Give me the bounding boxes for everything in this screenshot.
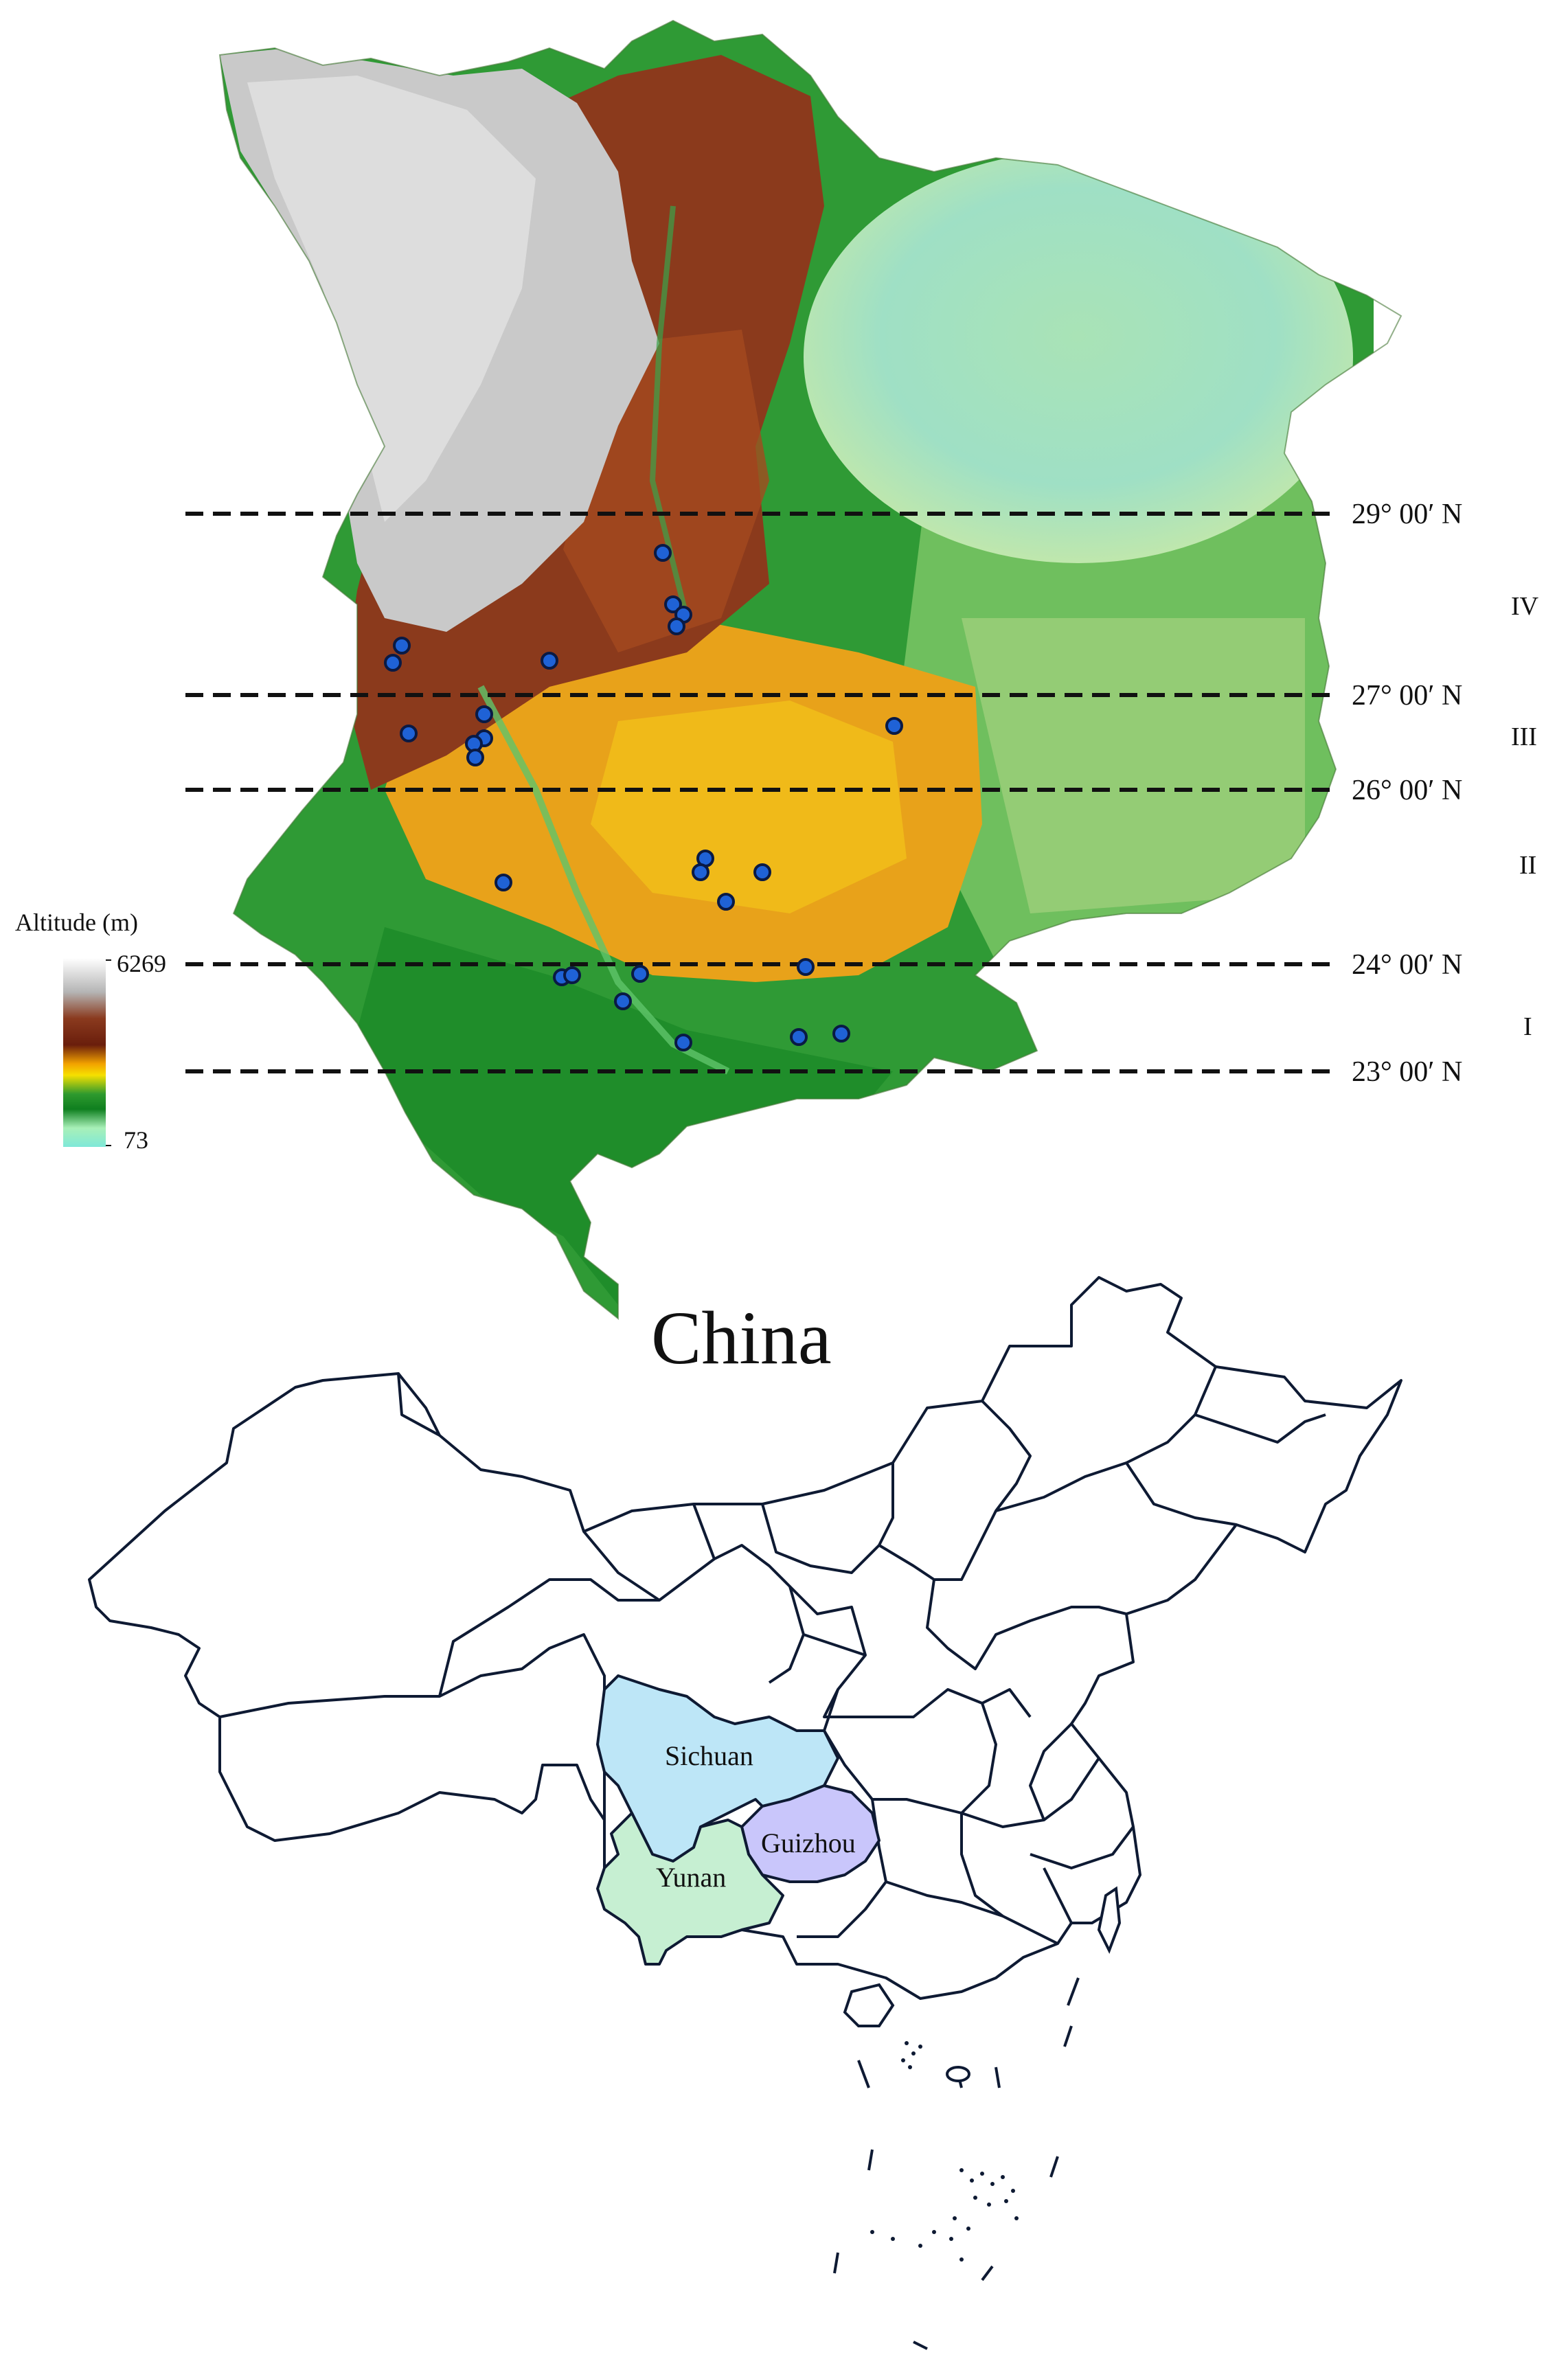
island-dash (833, 2252, 839, 2274)
legend-max-label: 6269 (117, 950, 166, 977)
province-border (692, 1503, 716, 1560)
legend-title: Altitude (m) (15, 909, 138, 936)
snow-peaks (247, 76, 536, 522)
province-border (803, 1633, 866, 1657)
island-dash (913, 2341, 928, 2350)
sample-point (400, 725, 418, 742)
sample-point (790, 1028, 808, 1046)
sample-point (475, 705, 493, 723)
province-border (788, 1585, 1032, 1718)
topographic-map (220, 21, 1374, 1319)
legend-min-label: 73 (124, 1126, 148, 1154)
island-dash (1063, 2025, 1073, 2047)
sample-points (384, 544, 903, 1051)
province-border (1030, 1825, 1135, 1869)
zone-label-iv: IV (1511, 592, 1539, 621)
province-guizhou (740, 1784, 880, 1883)
province-border (960, 1703, 997, 1814)
latitude-label: 29° 00′ N (1352, 499, 1462, 530)
province-border (878, 1400, 1032, 1581)
province-border (885, 1880, 1003, 1917)
province-border (397, 1372, 441, 1436)
latitude-label: 27° 00′ N (1352, 680, 1462, 711)
province-border (582, 1530, 661, 1602)
island-dash (857, 2060, 870, 2088)
zone-label-ii: II (1519, 851, 1536, 880)
sample-point (797, 958, 815, 976)
eastern-plains (962, 618, 1305, 913)
highlighted-provinces (596, 1674, 880, 1966)
hainan-island (843, 1983, 895, 2027)
sample-point (664, 595, 682, 613)
province-border (1125, 1461, 1237, 1526)
sample-point (674, 1034, 692, 1051)
island-dots (870, 2041, 1019, 2262)
sample-point (541, 652, 558, 670)
island-dash (995, 2067, 1001, 2088)
latitude-label: 23° 00′ N (1352, 1056, 1462, 1088)
sample-point (832, 1025, 850, 1043)
islands (833, 1886, 1122, 2350)
legend-color-ramp (63, 958, 106, 1147)
province-border (926, 1579, 1127, 1670)
province-border (1194, 1413, 1326, 1444)
province-border (1029, 1722, 1073, 1821)
sample-point (384, 654, 402, 672)
sample-point (614, 992, 632, 1010)
zone-label-iii: III (1511, 722, 1537, 751)
province-border (438, 1544, 805, 1697)
province-border (960, 1813, 1058, 1945)
china-outline-map (88, 1276, 1402, 2000)
island-dash (1067, 1977, 1080, 2006)
southern-lowlands (357, 927, 893, 1305)
latitude-labels: 29° 00′ N 27° 00′ N 26° 00′ N 24° 00′ N … (1352, 499, 1462, 1088)
sample-point (668, 617, 685, 635)
province-label-yunan: Yunan (656, 1862, 726, 1893)
province-border (761, 1463, 894, 1574)
sample-point (885, 717, 903, 735)
island-dash (981, 2265, 994, 2281)
province-yunnan (596, 1812, 784, 1966)
island-dash (867, 2149, 874, 2171)
sample-point (393, 637, 411, 654)
sample-point (631, 965, 649, 983)
province-label-sichuan: Sichuan (665, 1740, 753, 1771)
sample-point (466, 749, 484, 766)
sample-point (692, 863, 709, 881)
island-dash (1049, 2156, 1059, 2178)
island-ring (946, 2066, 970, 2082)
province-label-guizhou: Guizhou (761, 1828, 856, 1858)
region-outline (218, 19, 1402, 1321)
latitude-label: 26° 00′ N (1352, 775, 1462, 806)
latitude-label: 24° 00′ N (1352, 949, 1462, 981)
taiwan-island (1097, 1886, 1122, 1954)
plateau-yellow (591, 701, 907, 913)
zone-label-i: I (1523, 1012, 1532, 1041)
sample-point (753, 863, 771, 881)
zone-labels: IV III II I (1511, 592, 1539, 1041)
sample-point (563, 966, 581, 984)
sichuan-basin (804, 151, 1353, 563)
china-map-title: China (651, 1296, 832, 1380)
province-border (823, 1689, 1100, 1828)
china-border (88, 1276, 1402, 2000)
altitude-legend: Altitude (m) 6269 73 (15, 909, 166, 1154)
province-border (1043, 1867, 1073, 1924)
sample-point (495, 874, 512, 891)
sample-point (717, 893, 735, 911)
sample-point (654, 544, 672, 562)
